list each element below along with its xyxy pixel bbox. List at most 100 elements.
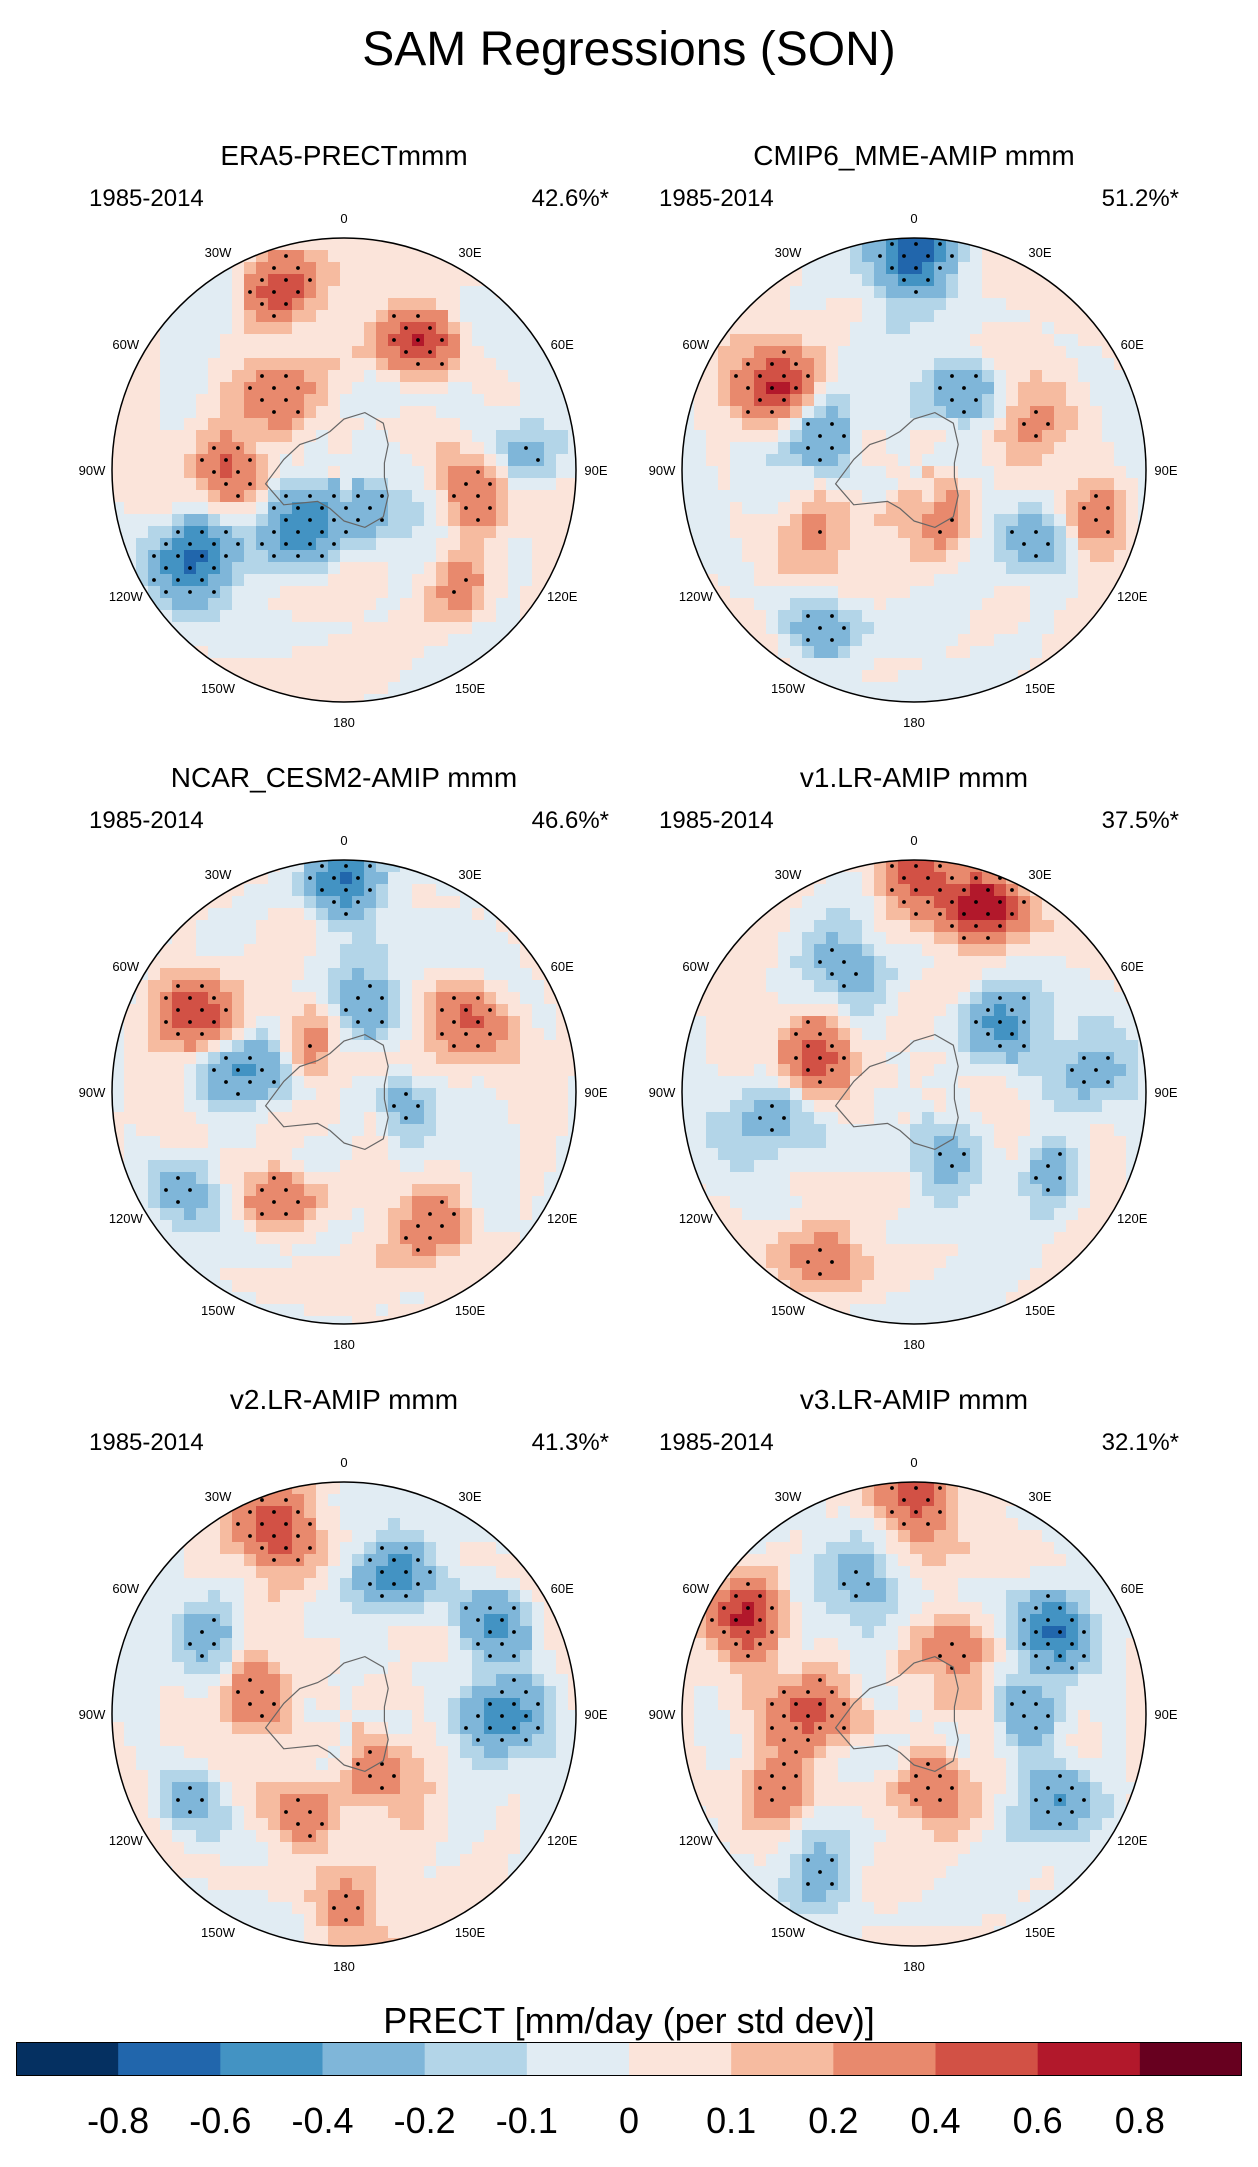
longitude-label: 60W (112, 959, 139, 974)
panel-era5: 0 30E 60E 90E 120E 150E 180 150W 120W 90W 60W 30W E… (44, 140, 644, 740)
longitude-label: 180 (333, 715, 355, 730)
longitude-label: 60E (551, 959, 574, 974)
longitude-label: 60W (112, 1581, 139, 1596)
longitude-label: 0 (340, 833, 347, 848)
longitude-label: 60W (682, 959, 709, 974)
longitude-label: 30W (775, 245, 802, 260)
longitude-label: 30W (205, 245, 232, 260)
panel-v1-lr: 0 30E 60E 90E 120E 150E 180 150W 120W 90W 60W 30W v… (614, 762, 1214, 1362)
longitude-label: 120W (109, 589, 144, 604)
panel-title: CMIP6_MME-AMIP mmm (753, 140, 1075, 171)
longitude-label: 60W (682, 337, 709, 352)
panel-variance-percent: 32.1%* (1101, 1429, 1179, 1456)
colorbar-bin (1037, 2042, 1141, 2076)
panel-variance-percent: 46.6%* (531, 807, 609, 834)
longitude-label: 60E (1121, 1581, 1144, 1596)
colorbar-tick-label: 0.4 (910, 2100, 961, 2141)
panel-v3-lr: 0 30E 60E 90E 120E 150E 180 150W 120W 90W 60W 30W v… (614, 1384, 1214, 1984)
longitude-label: 120W (679, 1211, 714, 1226)
longitude-label: 120E (1117, 1211, 1148, 1226)
colorbar-bin (833, 2042, 936, 2076)
longitude-label: 150W (201, 681, 236, 696)
longitude-label: 90E (1154, 1707, 1177, 1722)
longitude-label: 150E (1025, 681, 1056, 696)
longitude-label: 150W (201, 1303, 236, 1318)
longitude-label: 30W (205, 1489, 232, 1504)
longitude-label: 30W (205, 867, 232, 882)
panel-title: v2.LR-AMIP mmm (229, 1384, 459, 1415)
longitude-label: 30W (775, 1489, 802, 1504)
longitude-label: 90W (649, 463, 676, 478)
longitude-label: 150W (201, 1925, 236, 1940)
colorbar-bin (731, 2042, 834, 2076)
panel-variance-percent: 41.3%* (531, 1429, 609, 1456)
colorbar-bin (16, 2042, 119, 2076)
longitude-label: 0 (340, 1455, 347, 1470)
colorbar-title: PRECT [mm/day (per std dev)] (383, 2000, 875, 2041)
panel-variance-percent: 51.2%* (1101, 185, 1179, 212)
longitude-label: 30E (1028, 867, 1051, 882)
colorbar-tick-label: 0.1 (706, 2100, 757, 2141)
colorbar-tick-label: -0.4 (291, 2100, 354, 2141)
longitude-label: 120E (547, 1833, 578, 1848)
longitude-label: 0 (910, 1455, 917, 1470)
colorbar-bin (526, 2042, 630, 2076)
longitude-label: 150E (455, 681, 486, 696)
colorbar-bin (322, 2042, 426, 2076)
longitude-label: 120E (547, 1211, 578, 1226)
longitude-label: 60E (1121, 959, 1144, 974)
longitude-label: 30E (1028, 245, 1051, 260)
longitude-label: 90E (1154, 1085, 1177, 1100)
longitude-label: 90E (584, 463, 607, 478)
panel-v2-lr: 0 30E 60E 90E 120E 150E 180 150W 120W 90W 60W 30W v… (44, 1384, 644, 1984)
polar-map: 0 30E 60E 90E 120E 150E 180 150W 120W 90W 60W 30W (79, 833, 608, 1352)
longitude-label: 120E (1117, 589, 1148, 604)
longitude-label: 60W (112, 337, 139, 352)
longitude-label: 90E (1154, 463, 1177, 478)
panel-period: 1985-2014 (89, 185, 204, 212)
colorbar-tick-label: 0.8 (1114, 2100, 1165, 2141)
longitude-label: 60E (1121, 337, 1144, 352)
colorbar-tick-label: 0.2 (808, 2100, 859, 2141)
longitude-label: 180 (903, 1959, 925, 1974)
longitude-label: 60E (551, 337, 574, 352)
panel-title: v1.LR-AMIP mmm (799, 762, 1029, 793)
colorbar-tick-label: -0.2 (393, 2100, 456, 2141)
polar-map: 0 30E 60E 90E 120E 150E 180 150W 120W 90W 60W 30W (649, 833, 1178, 1352)
longitude-label: 180 (333, 1337, 355, 1352)
polar-map: 0 30E 60E 90E 120E 150E 180 150W 120W 90W 60W 30W (649, 1455, 1178, 1974)
colorbar-tick-label: -0.6 (189, 2100, 252, 2141)
longitude-label: 30E (458, 867, 481, 882)
longitude-label: 30W (775, 867, 802, 882)
longitude-label: 90E (584, 1085, 607, 1100)
panel-title: v3.LR-AMIP mmm (799, 1384, 1029, 1415)
longitude-label: 150E (1025, 1925, 1056, 1940)
longitude-label: 150E (1025, 1303, 1056, 1318)
longitude-label: 120E (1117, 1833, 1148, 1848)
panel-title: ERA5-PRECTmmm (220, 140, 468, 171)
panel-ncar-cesm2: 0 30E 60E 90E 120E 150E 180 150W 120W 90W 60W 30W N… (44, 762, 644, 1362)
polar-map: 0 30E 60E 90E 120E 150E 180 150W 120W 90W 60W 30W (649, 211, 1178, 730)
longitude-label: 60W (682, 1581, 709, 1596)
longitude-label: 30E (1028, 1489, 1051, 1504)
longitude-label: 180 (333, 1959, 355, 1974)
colorbar (16, 2042, 1242, 2076)
longitude-label: 120E (547, 589, 578, 604)
panel-period: 1985-2014 (659, 185, 774, 212)
polar-map: 0 30E 60E 90E 120E 150E 180 150W 120W 90W 60W 30W (79, 1455, 608, 1974)
longitude-label: 150W (771, 1925, 806, 1940)
longitude-label: 90W (649, 1085, 676, 1100)
colorbar-bin (935, 2042, 1039, 2076)
colorbar-tick-label: -0.8 (87, 2100, 150, 2141)
longitude-label: 120W (109, 1211, 144, 1226)
colorbar-tick-label: 0.6 (1012, 2100, 1063, 2141)
colorbar-tick-label: -0.1 (495, 2100, 558, 2141)
longitude-label: 150W (771, 681, 806, 696)
panel-period: 1985-2014 (89, 1429, 204, 1456)
longitude-label: 120W (679, 589, 714, 604)
longitude-label: 150E (455, 1303, 486, 1318)
panel-cmip6-mme: 0 30E 60E 90E 120E 150E 180 150W 120W 90W 60W 30W C… (614, 140, 1214, 740)
polar-map: 0 30E 60E 90E 120E 150E 180 150W 120W 90W 60W 30W (79, 211, 608, 730)
panel-variance-percent: 42.6%* (531, 185, 609, 212)
longitude-label: 0 (910, 211, 917, 226)
